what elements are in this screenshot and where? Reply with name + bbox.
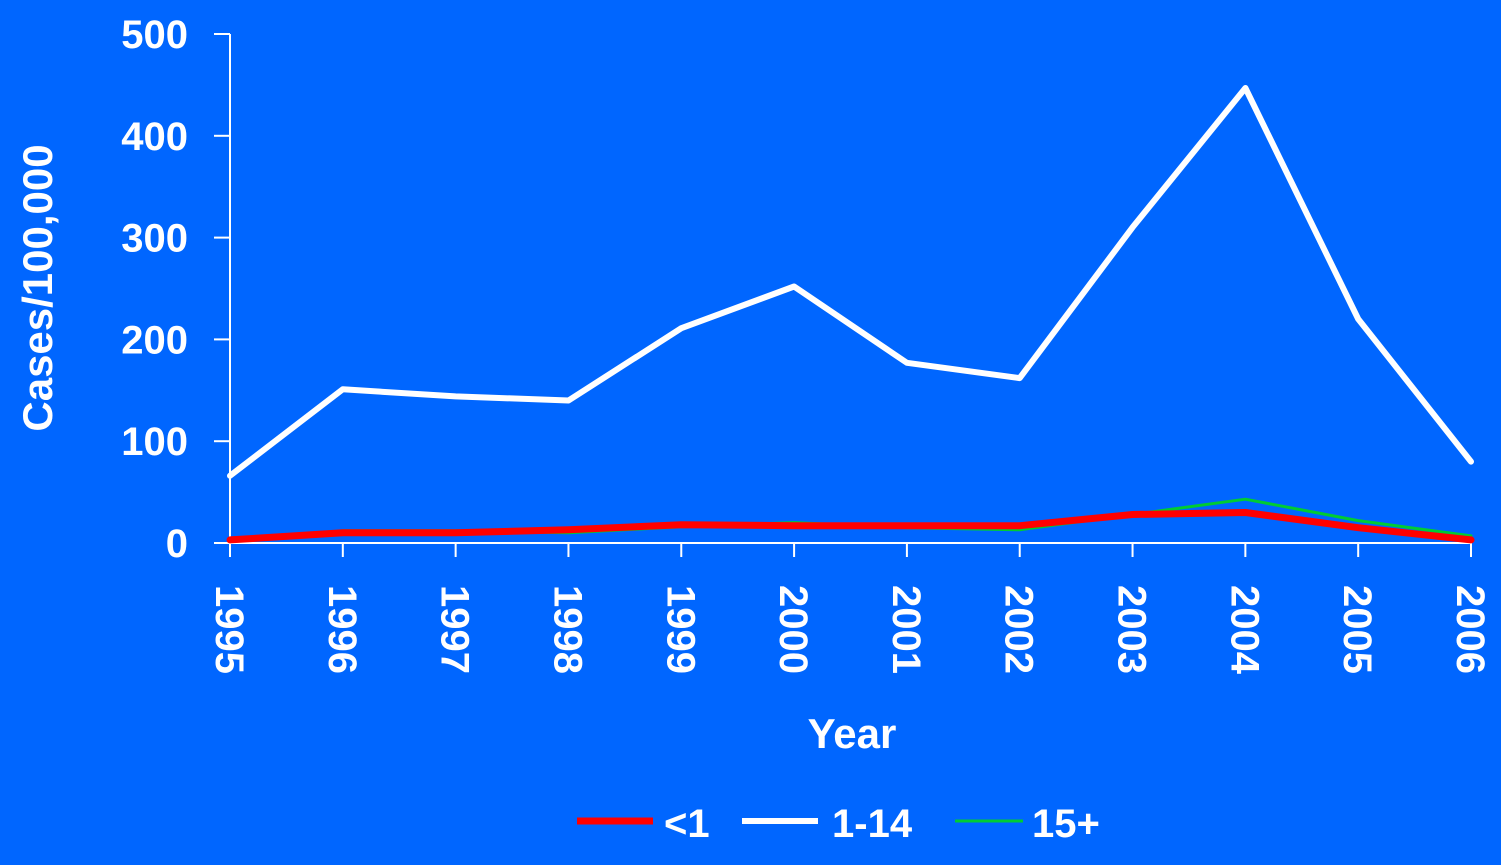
x-tick-label: 2003 [1110, 585, 1154, 674]
y-tick-label: 300 [121, 217, 188, 261]
series-line-1 [227, 85, 1474, 479]
legend-label-0: <1 [664, 802, 710, 846]
y-tick-label: 100 [121, 420, 188, 464]
x-tick-label: 1995 [207, 585, 251, 674]
x-tick-label: 1997 [433, 585, 477, 674]
legend-label-1: 1-14 [832, 802, 913, 846]
y-tick-label: 400 [121, 115, 188, 159]
x-tick-label: 2001 [884, 585, 928, 674]
x-tick-label: 1998 [545, 585, 589, 674]
x-axis-title: Year [808, 710, 897, 757]
x-tick-label: 2002 [997, 585, 1041, 674]
x-tick-label: 2005 [1335, 585, 1379, 674]
legend: <1 1-14 15+ [577, 802, 1100, 846]
series-line-0 [226, 509, 1475, 544]
y-axis-title: Cases/100,000 [14, 144, 61, 431]
series-lines [226, 85, 1475, 544]
y-tick-label: 200 [121, 318, 188, 362]
x-tick-label: 2006 [1448, 585, 1492, 674]
legend-label-2: 15+ [1032, 802, 1100, 846]
y-tick-label: 0 [166, 522, 188, 566]
x-tick-label: 2000 [771, 585, 815, 674]
axes: 0 100 200 300 400 500 1995 1996 1997 1998 1999 2000… [121, 13, 1492, 675]
x-tick-label: 1996 [320, 585, 364, 674]
x-tick-label: 1999 [658, 585, 702, 674]
x-tick-label: 2004 [1222, 585, 1266, 675]
y-tick-label: 500 [121, 13, 188, 57]
